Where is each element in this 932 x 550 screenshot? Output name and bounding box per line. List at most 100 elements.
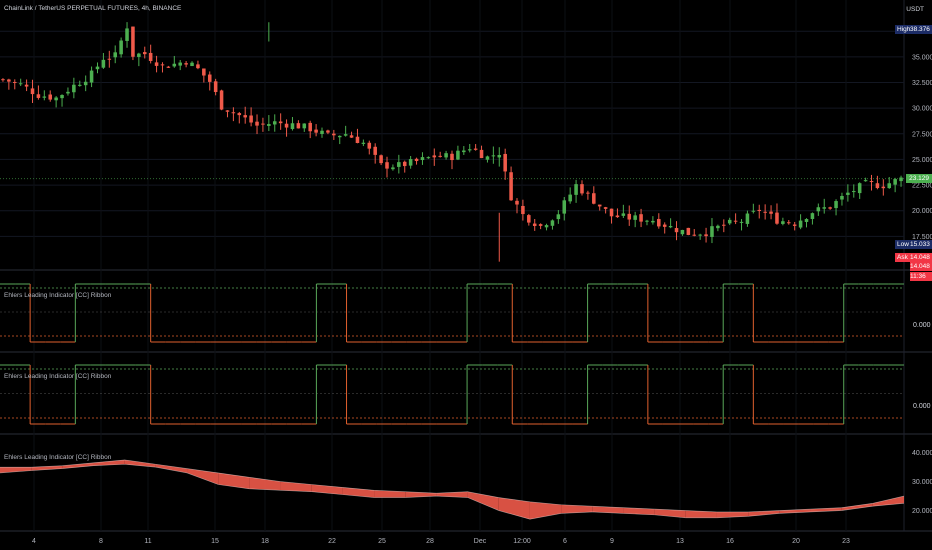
candle-body: [521, 205, 525, 215]
candle-body: [509, 172, 513, 201]
candle-body: [290, 123, 295, 129]
candle-body: [202, 68, 206, 76]
ask-extra-value-2: 11:36: [910, 272, 932, 281]
candle-body: [515, 200, 519, 205]
price-tick-label: 32.500: [912, 80, 932, 87]
candle-body: [857, 183, 862, 194]
candle-body: [367, 142, 372, 149]
candle-body: [154, 62, 159, 66]
candle-body: [160, 64, 165, 66]
ribbon-fill: [716, 511, 749, 518]
price-tick-label: 35.000: [912, 54, 932, 61]
candle-body: [66, 91, 70, 94]
candle-body: [763, 211, 767, 213]
candle-body: [166, 66, 171, 68]
candle-body: [337, 135, 342, 138]
candle-body: [538, 224, 543, 226]
osc-pane-2-title: Ehlers Leading Indicator [CC] Ribbon: [4, 373, 112, 380]
candle-body: [485, 156, 490, 160]
candle-body: [148, 52, 153, 61]
ribbon-fill: [374, 490, 406, 498]
candle-body: [450, 153, 454, 161]
candle-body: [527, 215, 531, 223]
candle-body: [621, 213, 626, 216]
candle-body: [30, 88, 35, 95]
price-tick-label: 30.000: [912, 106, 932, 113]
candle-body: [237, 113, 242, 116]
candle-body: [1, 79, 5, 81]
candle-body: [355, 136, 360, 144]
ribbon-fill: [187, 468, 219, 485]
ribbon-fill: [405, 491, 437, 498]
candle-body: [645, 220, 649, 222]
osc-pane-1-title: Ehlers Leading Indicator [CC] Ribbon: [4, 292, 112, 299]
candle-body: [219, 90, 224, 110]
ribbon-fill: [498, 497, 530, 520]
high-label-badge: High: [895, 25, 911, 34]
candle-body: [261, 123, 265, 125]
candle-body: [107, 58, 112, 60]
candle-body: [54, 97, 58, 101]
candle-body: [686, 227, 691, 235]
candle-body: [320, 130, 324, 134]
candle-body: [272, 121, 277, 125]
candle-body: [24, 84, 29, 87]
candle-body: [379, 155, 383, 164]
candle-body: [302, 123, 307, 129]
ribbon-fill: [685, 510, 717, 518]
candle-body: [627, 213, 632, 220]
ribbon-fill: [436, 491, 468, 498]
candle-body: [692, 234, 697, 236]
candle-body: [231, 112, 236, 114]
candle-body: [739, 221, 744, 223]
ribbon-line-0: [0, 463, 905, 520]
time-tick-label: 22: [328, 538, 336, 545]
candle-body: [278, 121, 283, 124]
candle-body: [414, 158, 419, 162]
candle-body: [137, 53, 141, 57]
candle-body: [48, 94, 52, 100]
candle-body: [373, 146, 377, 155]
candle-body: [196, 64, 200, 69]
candle-body: [18, 83, 23, 85]
candle-body: [751, 210, 756, 212]
candle-body: [12, 81, 17, 83]
time-tick-label: 20: [792, 538, 800, 545]
candle-body: [113, 52, 117, 58]
candle-body: [727, 219, 732, 224]
candle-body: [119, 40, 123, 55]
time-tick-label: Dec: [474, 538, 487, 545]
candle-body: [131, 26, 135, 57]
time-tick-label: 11: [144, 538, 151, 545]
ribbon-fill: [311, 484, 343, 495]
price-tick-label: 25.000: [912, 157, 932, 164]
time-tick-label: 8: [99, 538, 103, 545]
candle-body: [397, 162, 401, 167]
low-value-badge: 15.033: [910, 240, 932, 249]
candle-body: [816, 207, 821, 212]
ribbon-fill: [0, 467, 32, 473]
candle-body: [491, 155, 496, 157]
price-tick-label: 17.500: [912, 234, 932, 241]
time-tick-label: 6: [563, 538, 567, 545]
price-tick-label: 22.500: [912, 183, 932, 190]
candle-body: [349, 135, 354, 138]
candle-body: [479, 149, 484, 159]
candle-body: [875, 183, 880, 189]
candle-body: [503, 153, 507, 172]
candle-body: [332, 133, 336, 136]
candle-body: [60, 95, 64, 99]
candle-body: [615, 215, 620, 218]
candle-body: [255, 121, 259, 126]
price-tick-label: 20.000: [912, 208, 932, 215]
time-tick-label: 23: [842, 538, 850, 545]
candle-body: [343, 134, 348, 136]
candle-body: [497, 154, 502, 158]
last-price-badge: 23.129: [906, 174, 932, 183]
candle-body: [869, 181, 874, 183]
candle-body: [426, 157, 431, 159]
candle-body: [213, 81, 218, 93]
candle-body: [745, 213, 750, 224]
candle-body: [840, 195, 844, 200]
ribbon-fill: [124, 459, 156, 468]
